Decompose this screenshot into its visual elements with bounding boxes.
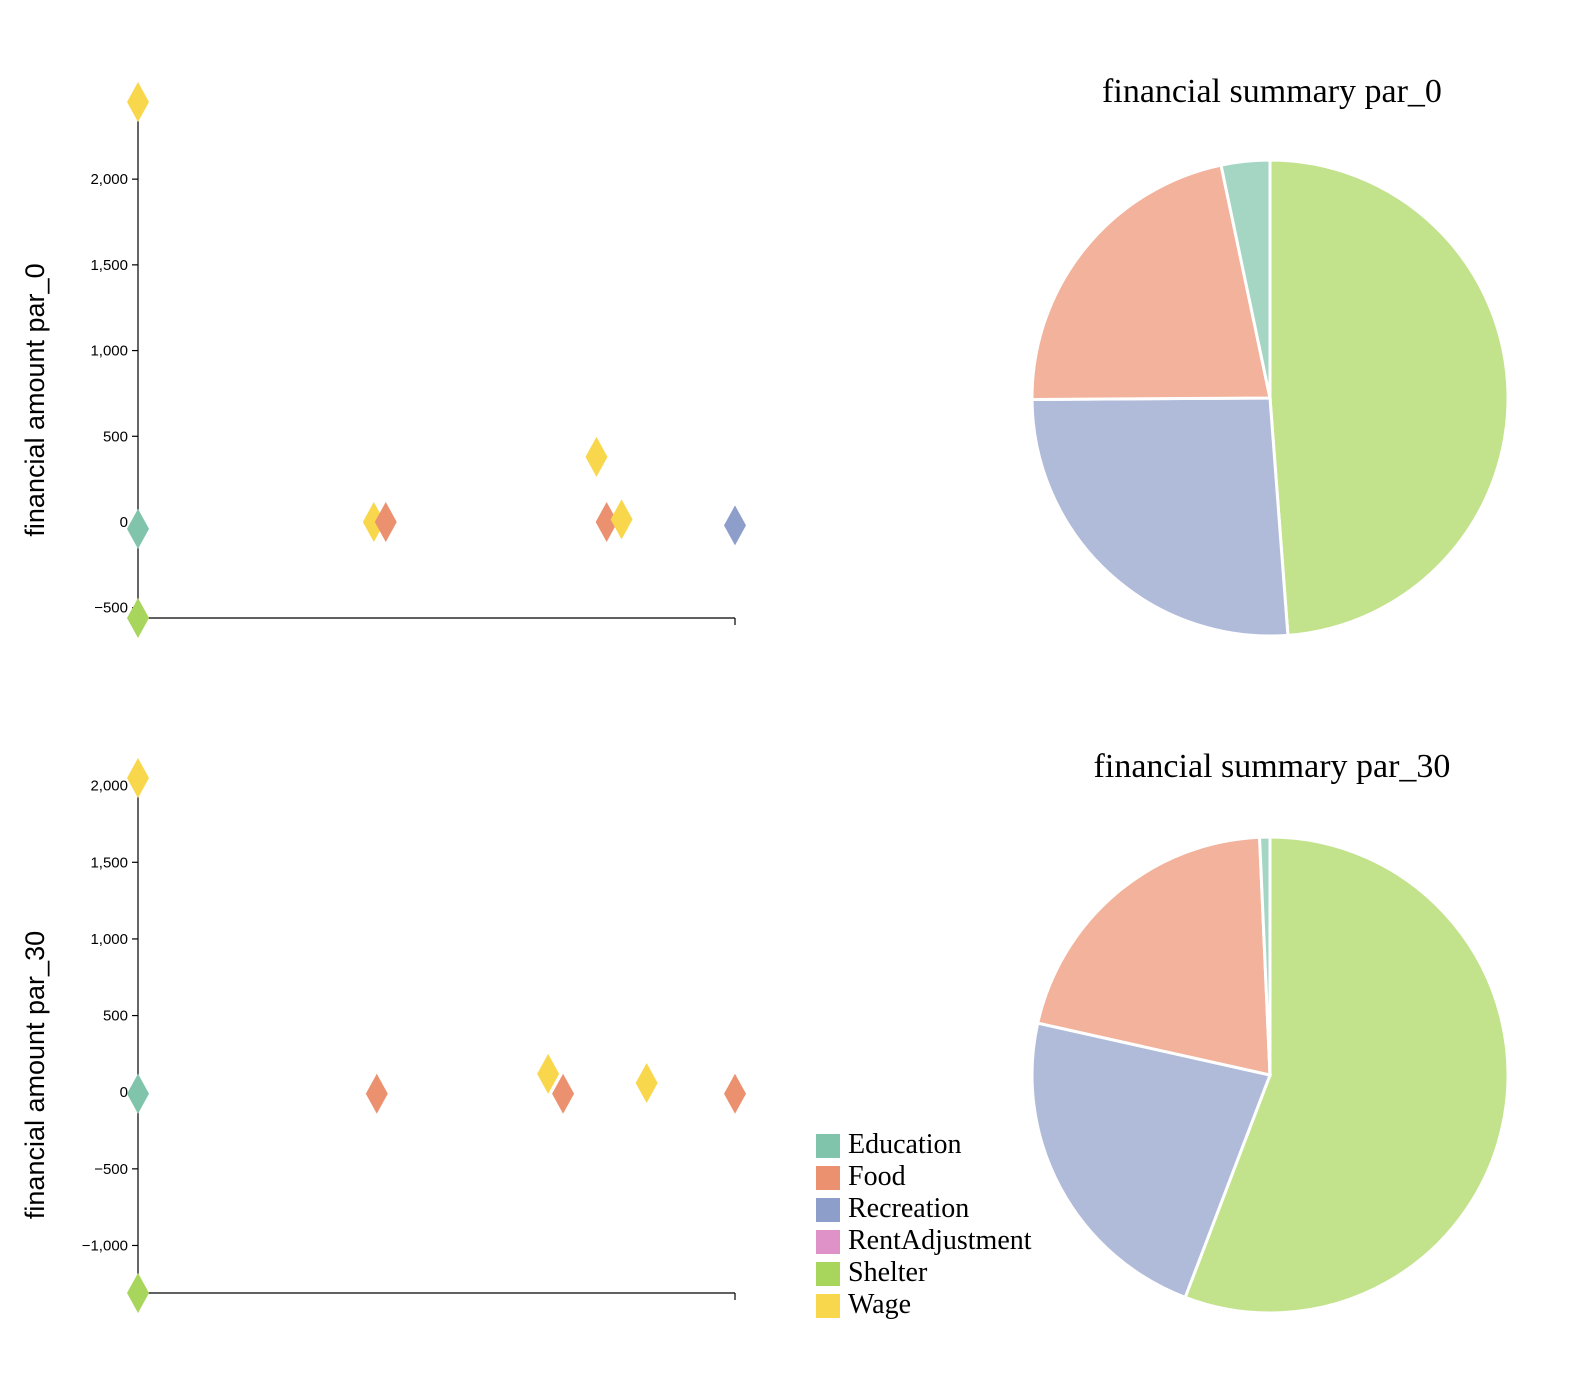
y-tick-label: 500 [103,1008,128,1025]
legend: Education Food Recreation RentAdjustment… [816,1129,1032,1320]
y-tick-label: −1,000 [82,1237,128,1254]
scatter-point-shelter [127,1273,149,1313]
pie-slice-food [1030,163,1272,402]
pie-chart-par-0: financial summary par_0 [1030,73,1510,638]
scatter-plot-par-0: financial amount par_0 −500 0 500 1,000 1,50… [20,82,746,638]
legend-item-rentadjustment: RentAdjustment [816,1225,1032,1256]
pie-slice-recreation [1030,1021,1273,1300]
y-tick-label: 1,500 [90,854,128,871]
scatter-point-shelter [127,598,149,638]
scatter-point-recreation [724,505,746,546]
scatter-point-wage [127,758,149,798]
pie-slice-education [1257,835,1272,1076]
legend-item-food: Food [816,1161,906,1192]
legend-item-education: Education [816,1129,962,1160]
y-tick-label: 2,000 [90,778,128,795]
legend-label-recreation: Recreation [848,1193,969,1224]
y-tick-label: −500 [94,600,128,617]
scatter-plot-par-30: financial amount par_30 −1,000 −500 0 500 1,… [20,758,746,1313]
legend-swatch-wage [816,1294,840,1318]
y-tick-label: 2,000 [90,171,128,188]
scatter-point-food [552,1073,575,1114]
legend-label-rentadjustment: RentAdjustment [848,1225,1032,1256]
y-tick-label: 500 [103,428,128,445]
pie-slice-shelter [1183,835,1510,1315]
y-tick-label: 1,000 [90,343,128,360]
pie-title: financial summary par_30 [1094,748,1451,785]
y-tick-label: 1,500 [90,257,128,274]
legend-swatch-food [816,1166,840,1190]
legend-item-wage: Wage [816,1289,911,1320]
pie-slice-food [1035,835,1272,1077]
scatter-point-wage [635,1063,658,1104]
pie-slice-education [1219,158,1272,399]
scatter-point-education [127,1073,149,1114]
legend-label-food: Food [848,1161,906,1192]
scatter-point-wage [585,436,608,477]
scatter-point-food [365,1073,388,1114]
legend-swatch-recreation [816,1198,840,1222]
pie-slice-recreation [1030,396,1290,638]
y-tick-label: 0 [120,514,128,531]
pie-title: financial summary par_0 [1102,73,1442,110]
scatter-point-food [595,502,618,542]
legend-label-education: Education [848,1129,962,1160]
scatter-point-wage [127,82,149,122]
legend-item-shelter: Shelter [816,1257,928,1288]
pie-chart-par-30: financial summary par_30 [1030,748,1510,1315]
legend-swatch-education [816,1134,840,1158]
pie-slice-shelter [1268,158,1510,637]
scatter-point-wage [362,502,385,542]
scatter-point-education [127,508,149,549]
legend-swatch-rentadjustment [816,1230,840,1254]
scatter-point-wage [610,499,633,540]
scatter-point-food [374,502,397,542]
scatter-point-food [724,1073,746,1114]
y-tick-label: 1,000 [90,931,128,948]
scatter-point-wage [537,1053,560,1094]
legend-swatch-shelter [816,1262,840,1286]
y-axis-title: financial amount par_0 [20,263,50,536]
y-tick-label: −500 [94,1161,128,1178]
y-axis-title: financial amount par_30 [20,931,50,1219]
y-tick-label: 0 [120,1084,128,1101]
legend-item-recreation: Recreation [816,1193,969,1224]
legend-label-shelter: Shelter [848,1257,928,1288]
legend-label-wage: Wage [848,1289,911,1320]
